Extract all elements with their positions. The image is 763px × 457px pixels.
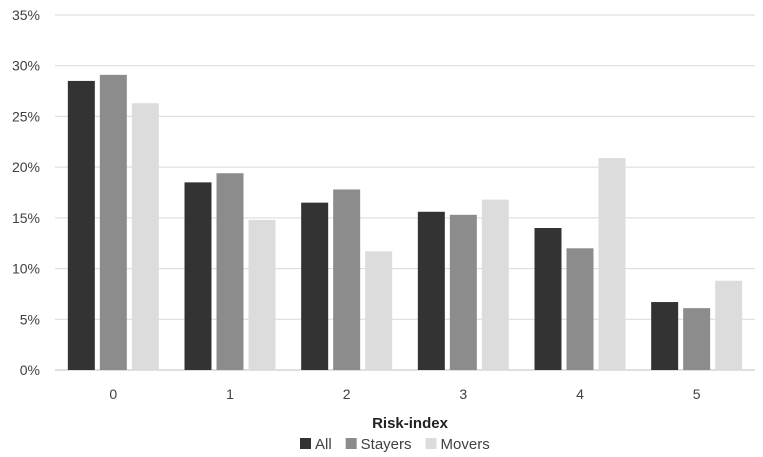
bar-all-4 — [534, 228, 562, 370]
x-tick-label: 1 — [226, 386, 234, 402]
x-tick-label: 3 — [459, 386, 467, 402]
legend-swatch-all — [300, 438, 311, 449]
bar-all-2 — [301, 202, 329, 370]
bar-stayers-4 — [566, 248, 594, 370]
legend-swatch-movers — [425, 438, 437, 449]
bar-movers-4 — [598, 158, 626, 370]
y-axis: 0% 5% 10% 15% 20% 25% 30% 35% — [12, 7, 40, 378]
bar-stayers-0 — [99, 74, 127, 370]
x-tick-label: 0 — [109, 386, 117, 402]
legend: All Stayers Movers — [300, 436, 490, 453]
bar-all-0 — [67, 80, 95, 370]
bar-stayers-3 — [449, 214, 477, 370]
x-tick-label: 2 — [343, 386, 351, 402]
bar-all-1 — [184, 182, 212, 370]
bar-stayers-1 — [216, 173, 244, 370]
y-tick-label: 25% — [12, 108, 40, 124]
y-tick-label: 10% — [12, 261, 40, 277]
bar-stayers-2 — [333, 189, 361, 370]
bar-movers-3 — [481, 199, 509, 370]
legend-swatch-stayers — [345, 438, 357, 449]
y-tick-label: 20% — [12, 159, 40, 175]
y-tick-label: 35% — [12, 7, 40, 23]
y-tick-label: 30% — [12, 58, 40, 74]
x-tick-label: 5 — [693, 386, 701, 402]
y-tick-label: 5% — [20, 311, 40, 327]
y-tick-label: 0% — [20, 362, 40, 378]
bar-all-3 — [417, 211, 445, 370]
bar-all-5 — [651, 302, 679, 370]
x-axis-label: Risk-index — [372, 415, 449, 432]
bar-movers-1 — [248, 219, 276, 370]
bar-movers-0 — [131, 103, 159, 370]
gridlines — [55, 14, 755, 371]
legend-label-stayers: Stayers — [361, 436, 412, 453]
legend-label-all: All — [315, 436, 332, 453]
bar-stayers-5 — [683, 308, 711, 370]
y-tick-label: 15% — [12, 210, 40, 226]
bar-movers-2 — [365, 251, 393, 370]
x-tick-label: 4 — [576, 386, 584, 402]
legend-label-movers: Movers — [441, 436, 490, 453]
bars — [67, 74, 743, 370]
bar-movers-5 — [715, 280, 743, 370]
x-axis: 0 1 2 3 4 5 — [109, 386, 700, 402]
